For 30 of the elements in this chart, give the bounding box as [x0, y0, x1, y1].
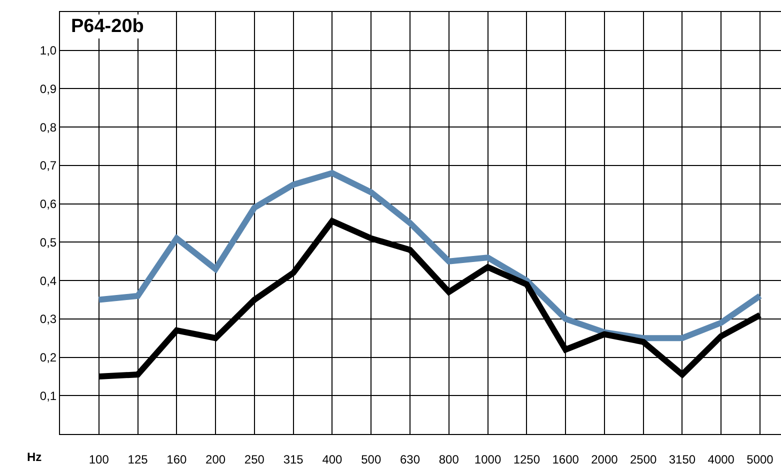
- x-tick-label: 5000: [746, 452, 774, 466]
- x-tick-label: 2500: [630, 452, 657, 466]
- x-tick-label: 3150: [668, 452, 696, 466]
- x-tick-label: 200: [206, 452, 226, 466]
- x-axis-title: Hz: [27, 450, 42, 464]
- chart-title: P64-20b: [71, 16, 144, 37]
- x-tick-label: 400: [322, 452, 343, 466]
- x-tick-label: 1600: [552, 452, 580, 466]
- x-tick-label: 1000: [474, 452, 502, 466]
- y-tick-label: 0,9: [40, 82, 57, 96]
- y-tick-label: 0,1: [40, 388, 57, 403]
- x-tick-label: 4000: [708, 452, 735, 466]
- y-tick-label: 0,2: [40, 350, 57, 364]
- x-tick-label: 500: [361, 452, 382, 466]
- x-tick-label: 630: [400, 452, 420, 466]
- x-tick-label: 1250: [513, 452, 540, 466]
- x-tick-label: 250: [244, 452, 265, 466]
- y-tick-label: 0,6: [40, 197, 57, 212]
- y-tick-label: 0,5: [40, 235, 57, 250]
- y-tick-label: 0,7: [40, 158, 57, 173]
- y-tick-label: 1,0: [40, 44, 57, 58]
- x-tick-label: 100: [88, 452, 110, 466]
- x-tick-label: 160: [166, 452, 187, 466]
- y-tick-label: 0,4: [40, 274, 57, 288]
- y-tick-label: 0,3: [40, 312, 57, 326]
- x-tick-label: 125: [128, 452, 148, 466]
- y-tick-label: 0,8: [40, 120, 57, 134]
- x-tick-label: 315: [283, 452, 304, 466]
- x-tick-label: 800: [438, 452, 460, 466]
- x-tick-label: 2000: [591, 452, 618, 466]
